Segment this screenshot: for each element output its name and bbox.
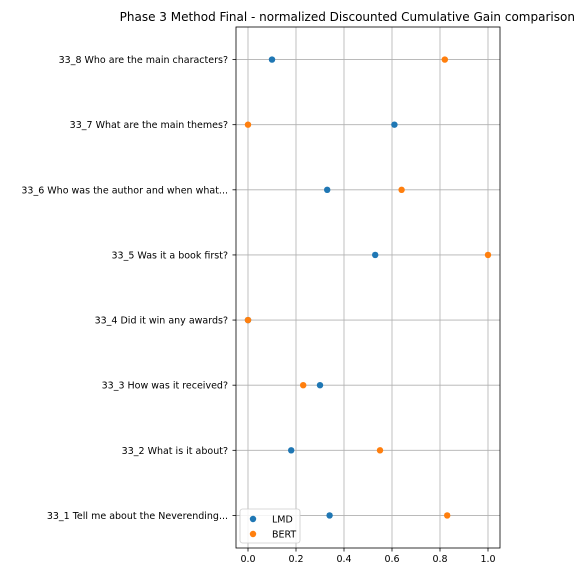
y-tick-label: 33_2 What is it about? [122,446,228,457]
axes: 0.0 0.2 0.4 0.6 0.8 1.0 33_1 Tell me about the… [21,55,495,565]
x-tick-label: 0.4 [336,554,351,565]
y-tick-label: 33_8 Who are the main characters? [59,55,228,66]
point-bert [244,316,252,324]
legend-marker-bert [249,530,257,538]
point-lmd [288,447,295,454]
point-bert [398,186,405,194]
legend-label: LMD [272,515,293,526]
chart-title: Phase 3 Method Final - normalized Discou… [120,10,576,24]
y-tick-label: 33_6 Who was the author and when what... [21,185,228,196]
y-tick-label: 33_7 What are the main themes? [70,120,228,131]
y-tick-label: 33_5 Was it a book first? [112,250,229,261]
legend-marker-lmd [249,515,257,523]
y-tick-label: 33_4 Did it win any awards? [95,316,228,327]
grid [236,27,500,548]
x-tick-label: 0.6 [384,554,399,565]
x-tick-label: 0.0 [240,554,255,565]
y-tick-label: 33_3 How was it received? [102,381,228,392]
point-bert [244,121,252,128]
point-bert [300,381,307,389]
point-lmd [324,186,331,194]
point-lmd [316,381,324,389]
point-bert [484,251,492,259]
point-lmd [372,251,379,259]
point-lmd [268,56,276,63]
legend-label: BERT [272,530,296,541]
x-tick-label: 0.8 [432,554,447,565]
x-tick-label: 0.2 [288,554,303,565]
plot-frame [235,26,501,549]
point-bert [444,512,451,519]
y-tick-label: 33_1 Tell me about the Neverending... [47,511,228,522]
data-points [244,56,492,519]
legend: LMD BERT [239,508,301,544]
point-lmd [326,512,333,519]
point-bert [376,447,384,454]
point-bert [441,56,448,63]
x-tick-label: 1.0 [480,554,495,565]
point-lmd [391,121,398,128]
